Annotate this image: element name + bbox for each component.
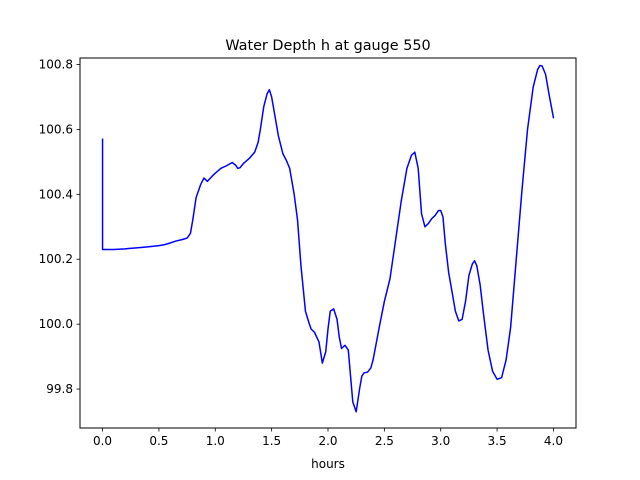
y-tick-label: 100.2 <box>39 252 73 266</box>
x-axis-label: hours <box>311 457 345 471</box>
series-line <box>101 64 555 413</box>
y-tick-label: 100.6 <box>39 122 73 136</box>
y-tick-label: 100.4 <box>39 187 73 201</box>
x-tick-label: 3.0 <box>431 434 450 448</box>
chart-title: Water Depth h at gauge 550 <box>225 38 430 54</box>
plot-background <box>80 58 576 428</box>
x-tick-label: 2.5 <box>375 434 394 448</box>
plot-frame <box>79 57 577 429</box>
series-layer <box>101 64 555 413</box>
x-tick-label: 4.0 <box>544 434 563 448</box>
x-tick-label: 2.0 <box>318 434 337 448</box>
x-tick-label: 0.5 <box>149 434 168 448</box>
y-tick-label: 100.8 <box>39 57 73 71</box>
plot-area <box>80 58 576 428</box>
y-tick-label: 99.8 <box>46 382 73 396</box>
x-tick-label: 1.5 <box>262 434 281 448</box>
x-tick-label: 0.0 <box>93 434 112 448</box>
x-tick-label: 1.0 <box>206 434 225 448</box>
x-tick-label: 3.5 <box>488 434 507 448</box>
y-axis: 99.8 100.0 100.2 100.4 100.6 100.8 <box>39 57 80 396</box>
x-axis: 0.0 0.5 1.0 1.5 2.0 2.5 3.0 3.5 4.0 <box>93 428 563 448</box>
y-tick-label: 100.0 <box>39 317 73 331</box>
